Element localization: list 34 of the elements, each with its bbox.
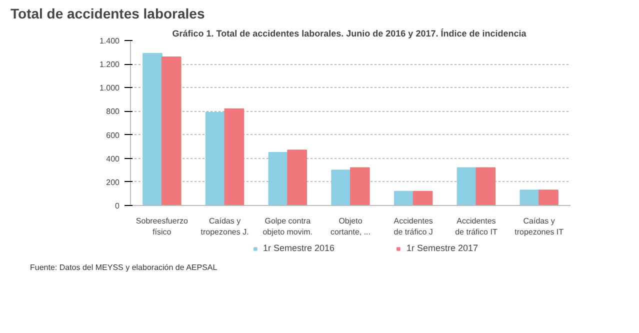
- y-tick-label: 1.400: [99, 36, 120, 46]
- x-tick-label: Caídas y tropezones IT: [514, 216, 564, 236]
- y-tick-label: 400: [106, 154, 120, 164]
- bar: [476, 167, 496, 206]
- bar: [520, 190, 540, 206]
- bar: [224, 108, 244, 206]
- chart-subtitle: Gráfico 1. Total de accidentes laborales. Junio de 2016 y 2017. Índice de incidencia: [172, 28, 528, 38]
- x-tick-label: Accidentes de tráfico J: [394, 216, 433, 236]
- bar: [350, 167, 370, 206]
- y-tick-label: 200: [106, 178, 120, 187]
- y-tick-label: 800: [106, 107, 120, 116]
- x-tick-label: Sobreesfuerzo físico: [136, 216, 188, 236]
- y-tick-label: 600: [106, 130, 120, 140]
- bar: [205, 112, 226, 206]
- bar: [287, 150, 307, 206]
- bar: [268, 152, 288, 206]
- bar: [161, 56, 182, 206]
- x-tick-label: Accidentes de tráfico IT: [455, 216, 498, 236]
- legend-label: 1r Semestre 2017: [406, 243, 478, 253]
- x-tick-label: Objeto cortante, ...: [330, 216, 371, 236]
- y-tick-label: 0: [115, 202, 120, 210]
- legend-label: 1r Semestre 2016: [262, 243, 334, 253]
- source-note: Fuente: Datos del MEYSS y elaboración de AEPSAL: [30, 262, 218, 274]
- chart-title: Total de accidentes laborales: [10, 6, 205, 22]
- bar: [456, 167, 477, 206]
- bar: [412, 190, 433, 206]
- bar: [394, 190, 414, 206]
- x-tick-label: Caídas y tropezones J.: [200, 216, 249, 236]
- bar: [538, 190, 558, 206]
- x-tick-label: Golpe contra objeto movim.: [262, 216, 313, 236]
- bar: [331, 170, 351, 206]
- y-tick-label: 1.200: [99, 60, 120, 70]
- bar: [142, 52, 162, 206]
- y-tick-label: 1.000: [99, 84, 120, 93]
